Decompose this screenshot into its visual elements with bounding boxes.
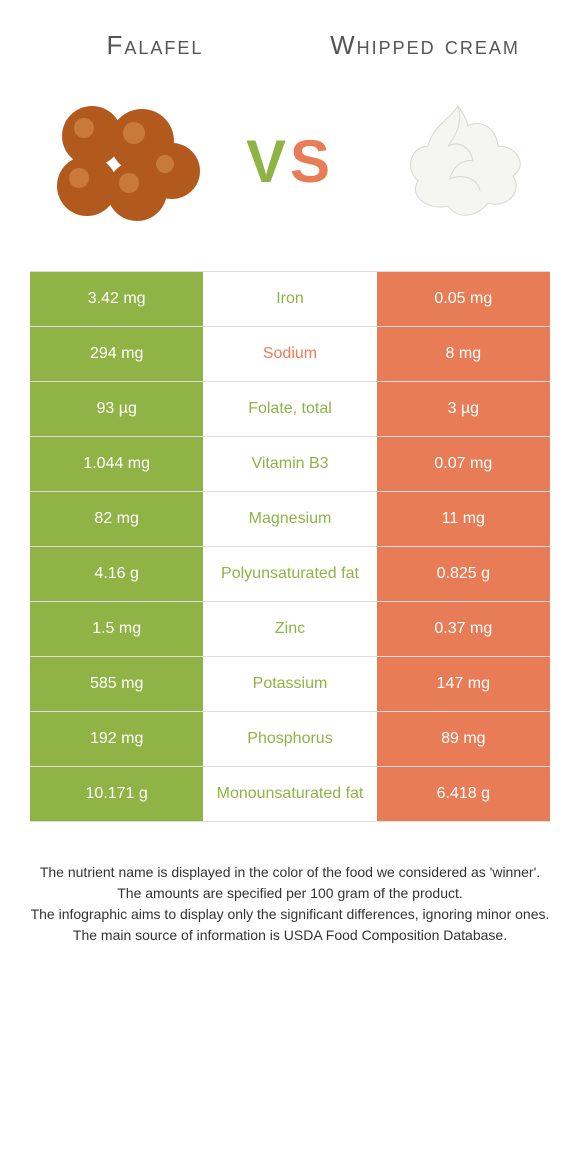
footer-line: The infographic aims to display only the…	[30, 904, 550, 925]
vs-label: VS	[246, 127, 334, 196]
nutrient-table: 3.42 mgIron0.05 mg294 mgSodium8 mg93 µgF…	[30, 271, 550, 822]
nutrient-label: Potassium	[203, 657, 376, 711]
footer-line: The nutrient name is displayed in the co…	[30, 862, 550, 883]
left-value: 585 mg	[30, 657, 203, 711]
nutrient-label: Monounsaturated fat	[203, 767, 376, 821]
right-value: 89 mg	[377, 712, 550, 766]
nutrient-label: Folate, total	[203, 382, 376, 436]
left-value: 4.16 g	[30, 547, 203, 601]
whipped-cream-image	[378, 91, 538, 231]
nutrient-label: Magnesium	[203, 492, 376, 546]
left-value: 192 mg	[30, 712, 203, 766]
table-row: 3.42 mgIron0.05 mg	[30, 272, 550, 327]
right-value: 0.07 mg	[377, 437, 550, 491]
right-value: 0.37 mg	[377, 602, 550, 656]
left-value: 3.42 mg	[30, 272, 203, 326]
left-value: 10.171 g	[30, 767, 203, 821]
falafel-image	[42, 91, 202, 231]
vs-s: S	[290, 127, 334, 196]
food-left-title: Falafel	[20, 30, 290, 61]
nutrient-label: Vitamin B3	[203, 437, 376, 491]
left-value: 82 mg	[30, 492, 203, 546]
table-row: 585 mgPotassium147 mg	[30, 657, 550, 712]
left-value: 93 µg	[30, 382, 203, 436]
vs-v: V	[246, 127, 290, 196]
right-value: 11 mg	[377, 492, 550, 546]
table-row: 192 mgPhosphorus89 mg	[30, 712, 550, 767]
right-value: 6.418 g	[377, 767, 550, 821]
nutrient-label: Sodium	[203, 327, 376, 381]
table-row: 82 mgMagnesium11 mg	[30, 492, 550, 547]
table-row: 294 mgSodium8 mg	[30, 327, 550, 382]
nutrient-label: Polyunsaturated fat	[203, 547, 376, 601]
right-value: 0.825 g	[377, 547, 550, 601]
left-value: 294 mg	[30, 327, 203, 381]
header: Falafel Whipped cream	[0, 0, 580, 71]
food-right-title: Whipped cream	[290, 30, 560, 61]
left-value: 1.5 mg	[30, 602, 203, 656]
table-row: 10.171 gMonounsaturated fat6.418 g	[30, 767, 550, 822]
nutrient-label: Phosphorus	[203, 712, 376, 766]
left-value: 1.044 mg	[30, 437, 203, 491]
footer-notes: The nutrient name is displayed in the co…	[30, 862, 550, 946]
right-value: 8 mg	[377, 327, 550, 381]
footer-line: The amounts are specified per 100 gram o…	[30, 883, 550, 904]
nutrient-label: Iron	[203, 272, 376, 326]
images-row: VS	[0, 71, 580, 271]
table-row: 1.5 mgZinc0.37 mg	[30, 602, 550, 657]
right-value: 3 µg	[377, 382, 550, 436]
nutrient-label: Zinc	[203, 602, 376, 656]
table-row: 4.16 gPolyunsaturated fat0.825 g	[30, 547, 550, 602]
footer-line: The main source of information is USDA F…	[30, 925, 550, 946]
right-value: 147 mg	[377, 657, 550, 711]
table-row: 1.044 mgVitamin B30.07 mg	[30, 437, 550, 492]
right-value: 0.05 mg	[377, 272, 550, 326]
table-row: 93 µgFolate, total3 µg	[30, 382, 550, 437]
